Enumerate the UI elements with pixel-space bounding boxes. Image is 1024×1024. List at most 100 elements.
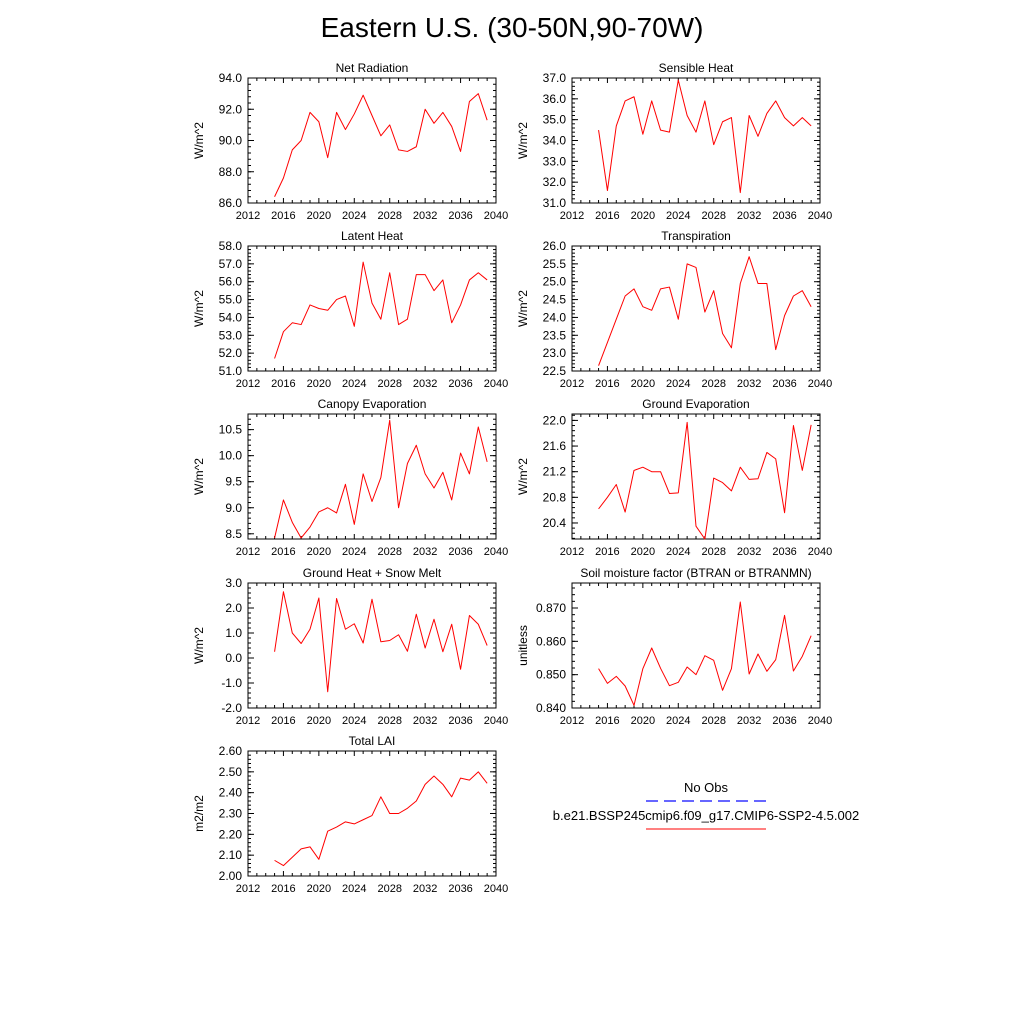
y-tick-label: 24.0: [543, 310, 567, 324]
chart-panel: 2012 2016 2020 2024 2028 2032 2036 2040 0.840 0.8…: [516, 566, 832, 727]
x-tick-label: 2012: [560, 715, 584, 727]
y-tick-label: 51.0: [219, 364, 243, 378]
x-tick-label: 2020: [631, 715, 655, 727]
x-tick-label: 2028: [701, 546, 725, 558]
chart-panel: 2012 2016 2020 2024 2028 2032 2036 2040 51.0 52.0…: [192, 229, 508, 390]
y-tick-label: 20.4: [543, 516, 567, 530]
legend: No Obs b.e21.BSSP245cmip6.f09_g17.CMIP6-…: [553, 780, 859, 830]
y-tick-label: 56.0: [219, 275, 243, 289]
x-tick-label: 2040: [808, 210, 832, 222]
y-tick-label: 2.60: [219, 744, 243, 758]
x-tick-label: 2028: [377, 546, 401, 558]
x-tick-label: 2036: [448, 883, 472, 895]
y-tick-label: 36.0: [543, 92, 567, 106]
series-line: [598, 79, 812, 194]
x-tick-label: 2016: [595, 210, 619, 222]
chart-panel: 2012 2016 2020 2024 2028 2032 2036 2040 2.00 2.10…: [192, 734, 508, 895]
x-tick-label: 2028: [377, 210, 401, 222]
x-tick-label: 2032: [737, 210, 761, 222]
y-axis-label: W/m^2: [516, 458, 530, 495]
y-tick-label: 9.0: [225, 501, 242, 515]
y-tick-label: 26.0: [543, 239, 567, 253]
y-tick-label: 2.30: [219, 807, 243, 821]
y-tick-label: 94.0: [219, 71, 243, 85]
x-tick-label: 2020: [307, 883, 331, 895]
y-tick-label: 23.5: [543, 328, 567, 342]
series-line: [274, 261, 488, 359]
x-tick-label: 2012: [236, 210, 260, 222]
x-tick-label: 2024: [342, 883, 366, 895]
chart-panel: 2012 2016 2020 2024 2028 2032 2036 2040 22.5 23.0…: [516, 229, 832, 390]
y-tick-label: 2.20: [219, 827, 243, 841]
y-tick-label: 21.2: [543, 465, 567, 479]
x-tick-label: 2036: [772, 210, 796, 222]
chart-panel: 2012 2016 2020 2024 2028 2032 2036 2040 20.4 20.8…: [516, 397, 832, 558]
y-tick-label: 52.0: [219, 346, 243, 360]
x-tick-label: 2032: [413, 715, 437, 727]
x-tick-label: 2032: [413, 210, 437, 222]
y-tick-label: 0.870: [536, 601, 566, 615]
series-line: [598, 256, 812, 366]
x-tick-label: 2028: [377, 715, 401, 727]
series-line: [598, 421, 812, 540]
y-tick-label: 53.0: [219, 328, 243, 342]
y-tick-label: 57.0: [219, 257, 243, 271]
y-tick-label: 92.0: [219, 102, 243, 116]
y-tick-label: 0.840: [536, 701, 566, 715]
y-tick-label: 90.0: [219, 134, 243, 148]
chart-panel: 2012 2016 2020 2024 2028 2032 2036 2040 31.0 32.0…: [516, 61, 832, 222]
x-tick-label: 2012: [236, 715, 260, 727]
y-axis-label: W/m^2: [192, 122, 206, 159]
x-tick-label: 2040: [484, 883, 508, 895]
y-tick-label: 9.5: [225, 475, 242, 489]
y-tick-label: 31.0: [543, 196, 567, 210]
y-tick-label: 54.0: [219, 310, 243, 324]
x-tick-label: 2016: [271, 546, 295, 558]
x-tick-label: 2040: [484, 715, 508, 727]
x-tick-label: 2036: [448, 546, 472, 558]
y-tick-label: 55.0: [219, 293, 243, 307]
y-tick-label: 37.0: [543, 71, 567, 85]
panel-title: Soil moisture factor (BTRAN or BTRANMN): [580, 566, 811, 580]
y-tick-label: 2.50: [219, 765, 243, 779]
x-tick-label: 2012: [236, 378, 260, 390]
y-tick-label: 35.0: [543, 113, 567, 127]
x-tick-label: 2016: [595, 378, 619, 390]
x-tick-label: 2040: [808, 715, 832, 727]
x-tick-label: 2040: [484, 546, 508, 558]
plot-frame: [247, 77, 497, 204]
y-tick-label: 21.6: [543, 439, 567, 453]
x-tick-label: 2012: [560, 378, 584, 390]
x-tick-label: 2028: [701, 378, 725, 390]
series-line: [274, 771, 488, 867]
x-tick-label: 2020: [307, 715, 331, 727]
x-tick-label: 2012: [560, 546, 584, 558]
x-tick-label: 2028: [701, 715, 725, 727]
y-tick-label: 86.0: [219, 196, 243, 210]
series-line: [274, 93, 488, 197]
x-tick-label: 2012: [560, 210, 584, 222]
x-tick-label: 2016: [271, 210, 295, 222]
y-tick-label: 2.0: [225, 601, 242, 615]
legend-label-obs: No Obs: [684, 780, 729, 795]
plot-frame: [571, 413, 821, 540]
y-tick-label: 8.5: [225, 527, 242, 541]
x-tick-label: 2020: [631, 546, 655, 558]
x-tick-label: 2016: [271, 715, 295, 727]
plot-frame: [571, 582, 821, 709]
x-tick-label: 2016: [595, 715, 619, 727]
plot-frame: [247, 413, 497, 540]
x-tick-label: 2032: [737, 378, 761, 390]
y-tick-label: 33.0: [543, 154, 567, 168]
x-tick-label: 2020: [631, 378, 655, 390]
x-tick-label: 2040: [484, 378, 508, 390]
x-tick-label: 2024: [342, 715, 366, 727]
panel-title: Net Radiation: [336, 61, 409, 75]
panel-title: Latent Heat: [341, 229, 404, 243]
y-tick-label: 34.0: [543, 134, 567, 148]
y-axis-label: W/m^2: [516, 290, 530, 327]
panel-title: Ground Heat + Snow Melt: [303, 566, 442, 580]
series-line: [274, 591, 488, 693]
y-axis-label: m2/m2: [192, 795, 206, 832]
